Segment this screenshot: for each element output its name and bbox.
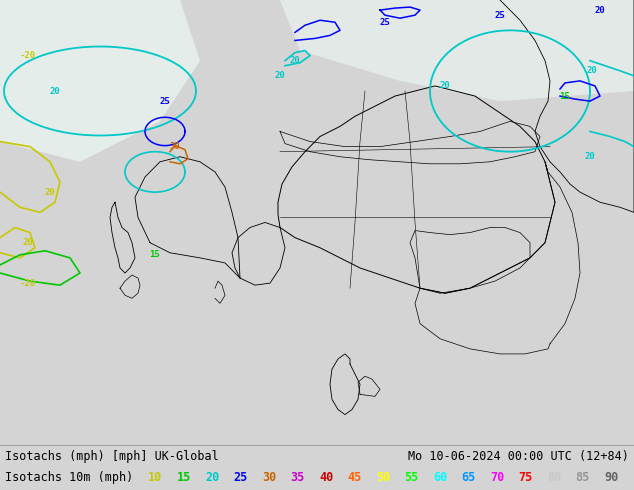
Text: 65: 65 bbox=[462, 471, 476, 485]
Text: 45: 45 bbox=[347, 471, 362, 485]
Text: 55: 55 bbox=[404, 471, 418, 485]
Text: 70: 70 bbox=[490, 471, 504, 485]
Text: 20: 20 bbox=[439, 81, 450, 91]
Text: 15: 15 bbox=[150, 250, 160, 259]
Text: 20: 20 bbox=[49, 87, 60, 96]
Text: 50: 50 bbox=[376, 471, 391, 485]
Text: 20: 20 bbox=[275, 72, 285, 80]
Text: 20: 20 bbox=[290, 56, 301, 65]
Text: 20: 20 bbox=[586, 66, 597, 75]
Text: 20: 20 bbox=[23, 238, 34, 247]
Text: Isotachs 10m (mph): Isotachs 10m (mph) bbox=[5, 471, 133, 485]
Text: 25: 25 bbox=[160, 97, 171, 106]
Text: 30: 30 bbox=[262, 471, 276, 485]
Text: 90: 90 bbox=[604, 471, 618, 485]
Polygon shape bbox=[0, 0, 200, 162]
Text: 35: 35 bbox=[290, 471, 305, 485]
Text: 10: 10 bbox=[148, 471, 162, 485]
Text: -20: -20 bbox=[20, 279, 36, 288]
Text: Mo 10-06-2024 00:00 UTC (12+84): Mo 10-06-2024 00:00 UTC (12+84) bbox=[408, 450, 629, 464]
Text: 20: 20 bbox=[585, 152, 595, 161]
Text: 60: 60 bbox=[433, 471, 447, 485]
Text: 30: 30 bbox=[170, 142, 181, 151]
Text: 80: 80 bbox=[547, 471, 561, 485]
Text: Isotachs (mph) [mph] UK-Global: Isotachs (mph) [mph] UK-Global bbox=[5, 450, 219, 464]
Text: -20: -20 bbox=[20, 51, 36, 60]
Text: 25: 25 bbox=[495, 11, 505, 20]
Text: 25: 25 bbox=[380, 18, 391, 27]
Text: 15: 15 bbox=[560, 92, 571, 100]
Text: 15: 15 bbox=[176, 471, 191, 485]
Text: 85: 85 bbox=[576, 471, 590, 485]
Text: 75: 75 bbox=[519, 471, 533, 485]
Polygon shape bbox=[280, 0, 634, 101]
Text: 20: 20 bbox=[44, 188, 55, 196]
Text: 40: 40 bbox=[319, 471, 333, 485]
Text: 20: 20 bbox=[205, 471, 219, 485]
Text: 20: 20 bbox=[595, 5, 605, 15]
Text: 25: 25 bbox=[233, 471, 248, 485]
